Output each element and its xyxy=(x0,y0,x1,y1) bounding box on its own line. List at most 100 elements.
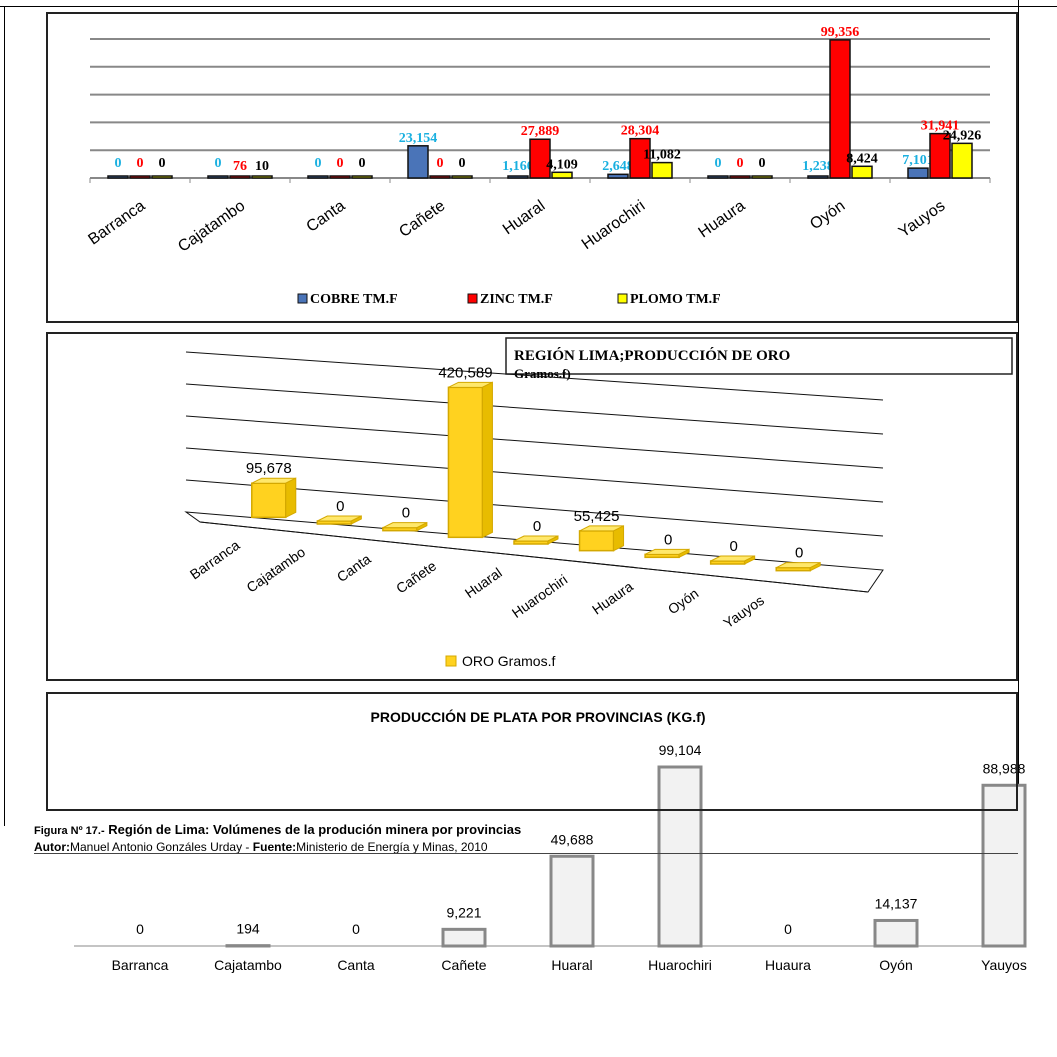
data-label: 0 xyxy=(215,156,222,171)
x-tick-label: Barranca xyxy=(112,957,169,973)
data-label: 8,424 xyxy=(846,151,878,166)
x-tick-label: Canta xyxy=(337,957,375,973)
data-label: 88,988 xyxy=(983,760,1026,776)
bar-side xyxy=(285,477,297,519)
bar-plomo xyxy=(451,175,473,179)
data-label: 0 xyxy=(759,156,766,171)
data-label: 0 xyxy=(729,538,737,555)
bar-side xyxy=(678,548,690,559)
bar-front xyxy=(447,386,484,539)
bar-front xyxy=(578,530,615,552)
data-label: 0 xyxy=(159,156,166,171)
gold-bar xyxy=(775,561,821,572)
bar-side xyxy=(350,515,362,525)
data-label: 0 xyxy=(795,545,803,562)
gold-bar xyxy=(578,525,625,552)
data-label: 4,109 xyxy=(546,157,578,172)
metals-chart-panel: 0 0 0 Barranca 0 76 10 Cajatambo 0 0 0 Canta 23,154 0… xyxy=(46,12,1018,323)
bar-cobre xyxy=(707,175,729,179)
gridline xyxy=(185,415,884,469)
page-right-rule xyxy=(1018,0,1019,826)
figure-title: Región de Lima: Volúmenes de la produció… xyxy=(108,822,522,837)
author-name: Manuel Antonio Gonzáles Urday - xyxy=(70,840,250,854)
gold-bar xyxy=(644,548,690,559)
gold-bar xyxy=(447,381,493,539)
bar-cobre xyxy=(107,175,129,179)
legend-label: ZINC TM.F xyxy=(480,292,553,307)
bar-side xyxy=(744,555,756,565)
bar-side xyxy=(613,525,625,552)
data-label: 0 xyxy=(137,156,144,171)
gold-bar xyxy=(382,521,428,532)
gold-bar xyxy=(513,535,559,545)
figure-number: Figura Nº 17.- xyxy=(34,825,105,837)
bar-cobre xyxy=(507,175,529,179)
data-label: 0 xyxy=(737,156,744,171)
data-label: 99,356 xyxy=(821,25,860,40)
legend-swatch xyxy=(467,293,478,304)
legend-swatch xyxy=(445,655,457,667)
legend-swatch xyxy=(297,293,308,304)
bar-zinc xyxy=(129,175,151,179)
data-label: 7,101 xyxy=(902,153,934,168)
data-label: 28,304 xyxy=(621,124,660,139)
data-label: 1,238 xyxy=(802,159,834,174)
x-tick-label: Barranca xyxy=(187,537,243,583)
data-label: 0 xyxy=(336,498,344,515)
author-label: Autor: xyxy=(34,840,70,854)
gold-chart-panel: REGIÓN LIMA;PRODUCCIÓN DE ORO Gramos.f) 95… xyxy=(46,332,1018,681)
gold-chart: REGIÓN LIMA;PRODUCCIÓN DE ORO Gramos.f) 95… xyxy=(184,337,1013,669)
gold-bar xyxy=(251,477,297,519)
legend-label: PLOMO TM.F xyxy=(630,292,721,307)
gold-bar xyxy=(316,515,362,525)
data-label: 0 xyxy=(784,921,792,937)
x-tick-label: Huarochiri xyxy=(579,197,648,253)
bar-zinc xyxy=(529,138,551,179)
x-tick-label: Cajatambo xyxy=(214,957,282,973)
bar xyxy=(981,783,1027,948)
data-label: 0 xyxy=(715,156,722,171)
data-label: 0 xyxy=(359,156,366,171)
bar-plomo xyxy=(251,175,273,179)
bar-plomo xyxy=(151,175,173,179)
bar-plomo xyxy=(351,175,373,179)
bar-plomo xyxy=(651,161,673,179)
bar-cobre xyxy=(407,145,429,179)
data-label: 95,678 xyxy=(246,460,292,477)
x-tick-label: Cañete xyxy=(393,557,439,596)
x-tick-label: Huaura xyxy=(765,957,811,973)
x-tick-label: Cajatambo xyxy=(243,544,308,596)
data-label: 0 xyxy=(115,156,122,171)
x-tick-label: Oyón xyxy=(879,957,912,973)
gold-bar xyxy=(709,555,756,565)
bar-front xyxy=(251,482,287,519)
x-tick-label: Huarochiri xyxy=(648,957,712,973)
bar-side xyxy=(416,521,428,532)
bar-zinc xyxy=(929,132,951,179)
page-top-rule xyxy=(0,6,1057,7)
data-label: 14,137 xyxy=(875,895,918,911)
bar-zinc xyxy=(829,39,851,179)
x-tick-label: Huarochiri xyxy=(509,571,570,621)
data-label: 0 xyxy=(533,518,541,535)
x-tick-label: Canta xyxy=(334,550,374,585)
data-label: 55,425 xyxy=(574,508,620,525)
gridline xyxy=(185,383,884,435)
bar-side xyxy=(547,535,559,545)
data-label: 9,221 xyxy=(446,904,481,920)
x-tick-label: Huaral xyxy=(462,564,505,601)
x-tick-label: Yauyos xyxy=(981,957,1027,973)
gridline xyxy=(185,351,884,401)
bar-cobre xyxy=(807,175,829,179)
data-label: 0 xyxy=(352,921,360,937)
x-tick-label: Cañete xyxy=(396,197,448,241)
bar xyxy=(873,918,919,948)
bar-cobre xyxy=(207,175,229,179)
gridline xyxy=(185,479,884,537)
chart-title: PRODUCCIÓN DE PLATA POR PROVINCIAS (KG.f… xyxy=(371,708,706,725)
x-tick-label: Oyón xyxy=(807,197,848,233)
x-tick-label: Barranca xyxy=(85,197,148,248)
bar-cobre xyxy=(607,173,629,179)
data-label: 99,104 xyxy=(659,742,702,758)
data-label: 2,648 xyxy=(602,159,634,174)
